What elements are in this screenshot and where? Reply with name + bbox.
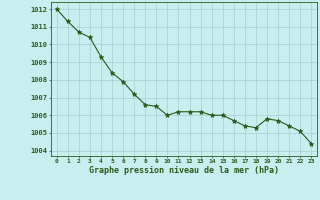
X-axis label: Graphe pression niveau de la mer (hPa): Graphe pression niveau de la mer (hPa) (89, 166, 279, 175)
